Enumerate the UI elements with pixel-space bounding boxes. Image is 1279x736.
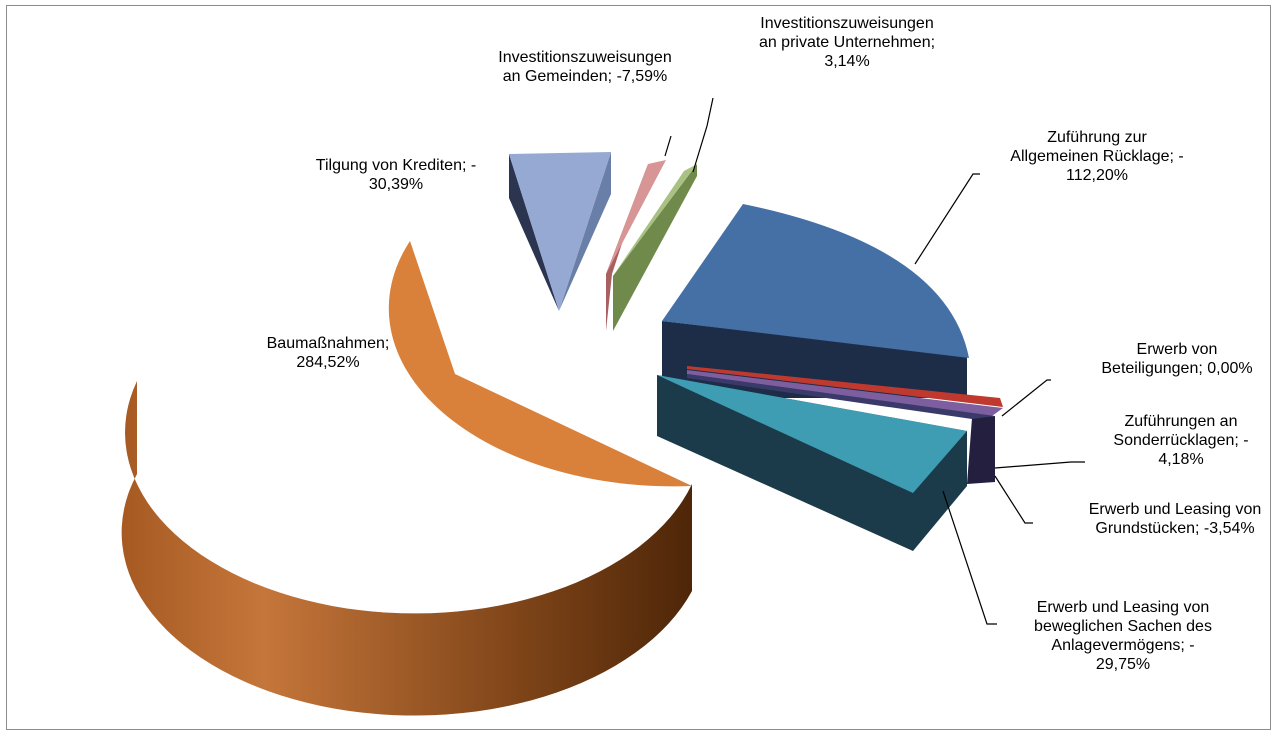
data-label-line: 284,52% <box>296 354 359 371</box>
slice-3 <box>613 164 697 331</box>
data-label-line: 29,75% <box>1096 656 1150 673</box>
slice-side <box>121 381 693 716</box>
leader-line <box>994 475 1033 524</box>
slice-5 <box>687 366 1003 407</box>
data-label-line: Erwerb und Leasing von <box>1089 501 1262 518</box>
slice-top <box>509 152 611 311</box>
leader-line <box>664 135 672 157</box>
data-label-line: Erwerb und Leasing von <box>1037 599 1210 616</box>
slice-top <box>687 374 995 419</box>
pie-chart: Baumaßnahmen; 284,52% Tilgung von Krediten… <box>121 15 1262 716</box>
slice-6 <box>687 370 1003 416</box>
slice-7 <box>687 374 995 484</box>
data-label: Zuführung zur Allgemeinen Rücklage; - 112,… <box>1010 129 1183 184</box>
data-label: Baumaßnahmen; 284,52% <box>267 335 390 371</box>
data-label-line: Zuführungen an <box>1125 413 1238 430</box>
data-label-line: Allgemeinen Rücklage; - <box>1010 148 1183 165</box>
data-label-line: Zuführung zur <box>1047 129 1147 146</box>
slice-1 <box>509 152 611 311</box>
slice-top <box>662 204 969 358</box>
data-label: Tilgung von Krediten; - 30,39% <box>316 157 476 193</box>
data-label-line: beweglichen Sachen des <box>1034 618 1212 635</box>
slice-8 <box>657 375 967 551</box>
slice-2 <box>606 160 666 331</box>
data-label-line: 3,14% <box>824 53 869 70</box>
slice-side <box>613 164 697 331</box>
slice-top <box>606 160 666 274</box>
data-label-line: Baumaßnahmen; <box>267 335 390 352</box>
data-label-line: 112,20% <box>1066 167 1128 184</box>
chart-frame: Baumaßnahmen; 284,52% Tilgung von Krediten… <box>6 5 1271 730</box>
data-label-line: Erwerb von <box>1137 341 1218 358</box>
data-label-line: an Gemeinden; -7,59% <box>503 68 668 85</box>
data-label: Erwerb und Leasing von Grundstücken; -3,5… <box>1089 501 1262 537</box>
data-label: Investitionszuweisungen an private Untern… <box>759 15 935 70</box>
data-label-line: Beteiligungen; 0,00% <box>1101 360 1252 377</box>
slice-0 <box>121 241 693 716</box>
slice-top <box>613 164 697 276</box>
data-label-line: Tilgung von Krediten; - <box>316 157 476 174</box>
data-label-line: Investitionszuweisungen <box>498 49 671 66</box>
leader-line <box>942 490 997 625</box>
data-label-line: Sonderrücklagen; - <box>1113 432 1248 449</box>
data-label-line: 4,18% <box>1158 451 1203 468</box>
data-label: Erwerb von Beteiligungen; 0,00% <box>1101 341 1252 377</box>
leader-line <box>994 461 1085 469</box>
slice-top <box>687 366 1003 407</box>
data-label-line: Investitionszuweisungen <box>760 15 933 32</box>
slice-top <box>687 370 1003 416</box>
data-label: Erwerb und Leasing von beweglichen Sachen… <box>1034 599 1212 673</box>
slice-top <box>388 241 692 487</box>
leader-line <box>692 97 714 173</box>
data-label-line: 30,39% <box>369 176 423 193</box>
data-label: Zuführungen an Sonderrücklagen; - 4,18% <box>1113 413 1248 468</box>
data-label-line: Grundstücken; -3,54% <box>1095 520 1254 537</box>
slice-side <box>967 416 995 484</box>
data-label-line: an private Unternehmen; <box>759 34 935 51</box>
data-label: Investitionszuweisungen an Gemeinden; -7,… <box>498 49 671 85</box>
leader-line <box>1001 379 1051 417</box>
slice-top <box>657 375 967 493</box>
data-label-line: Anlagevermögens; - <box>1051 637 1194 654</box>
leader-line <box>914 173 980 265</box>
